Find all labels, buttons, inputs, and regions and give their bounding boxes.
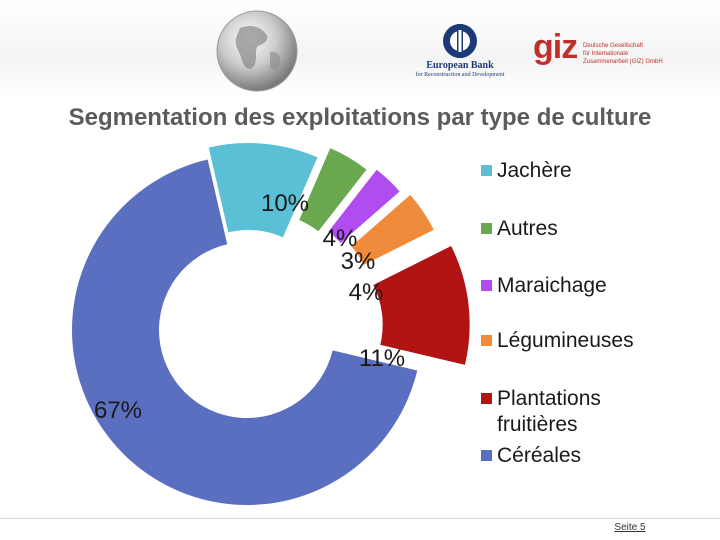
giz-line-1: Deutsche Gesellschaft: [583, 43, 644, 49]
slide-title: Segmentation des exploitations par type …: [68, 104, 652, 131]
chart-legend: Jachère Autres Maraichage Légumineuses Plant…: [481, 159, 634, 467]
slice-cereales: [71, 159, 418, 506]
data-label-cereales: 67%: [94, 397, 142, 424]
ebrd-emblem-icon: [443, 24, 477, 58]
legend-item-legumineuses: Légumineuses: [481, 329, 634, 352]
legend-swatch: [481, 223, 492, 234]
data-label-legumineuses: 4%: [349, 279, 384, 306]
legend-swatch: [481, 165, 492, 176]
slice-legumineuses: [351, 194, 434, 265]
ebrd-wordmark: European Bank for Reconstruction and Dev…: [400, 60, 520, 79]
header-band: [0, 0, 720, 96]
giz-mark: giz: [533, 28, 578, 66]
data-label-jachere: 10%: [261, 190, 309, 217]
ebrd-name: European Bank: [426, 60, 494, 71]
legend-swatch: [481, 335, 492, 346]
ebrd-subtitle: for Reconstruction and Development: [415, 72, 505, 78]
legend-item-jachere: Jachère: [481, 159, 572, 182]
chart-data-labels: 10%4%3%4%11%67%: [94, 190, 405, 424]
slice-jachere: [208, 143, 318, 238]
chart-slices: [71, 143, 470, 506]
giz-logo: giz Deutsche Gesellschaft für Internatio…: [533, 28, 683, 70]
legend-label: Maraichage: [497, 274, 607, 297]
legend-item-plantations-fruitieres: Plantations fruitières: [481, 387, 601, 436]
slice-maraichage: [328, 169, 400, 243]
legend-label: Autres: [497, 217, 558, 240]
slice-autres: [299, 148, 367, 232]
legend-swatch: [481, 280, 492, 291]
legend-item-cereales: Céréales: [481, 444, 581, 467]
globe-logo: [216, 10, 298, 92]
giz-tagline: Deutsche Gesellschaft für Internationale…: [583, 42, 683, 66]
giz-line-3: Zusammenarbeit (GIZ) GmbH: [583, 59, 663, 65]
data-label-plantations-fruitieres: 11%: [359, 345, 405, 372]
footer-divider: [0, 518, 720, 519]
page-number: Seite 5: [614, 522, 646, 533]
legend-label: Jachère: [497, 159, 572, 182]
data-label-maraichage: 3%: [341, 248, 376, 275]
legend-swatch: [481, 393, 492, 404]
legend-swatch: [481, 450, 492, 461]
ebrd-logo: European Bank for Reconstruction and Dev…: [400, 22, 520, 88]
legend-item-maraichage: Maraichage: [481, 274, 607, 297]
legend-item-autres: Autres: [481, 217, 558, 240]
data-label-autres: 4%: [323, 225, 358, 252]
legend-label: fruitières: [497, 413, 578, 436]
legend-label: Plantations: [497, 387, 601, 410]
giz-line-2: für Internationale: [583, 51, 629, 57]
slice-plantations-fruitieres: [373, 246, 470, 365]
legend-label: Céréales: [497, 444, 581, 467]
legend-label: Légumineuses: [497, 329, 634, 352]
